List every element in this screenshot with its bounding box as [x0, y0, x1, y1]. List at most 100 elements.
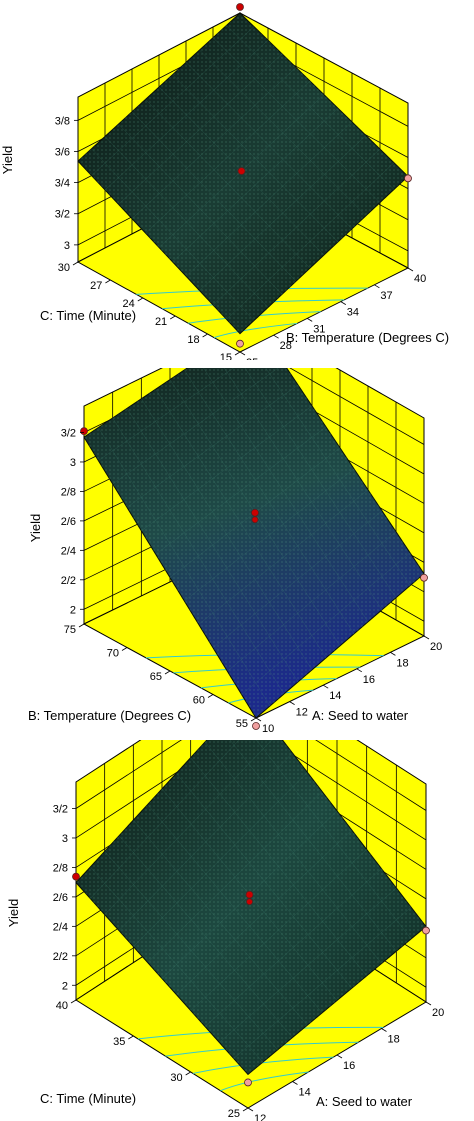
response-surface — [83, 368, 425, 719]
y-tick-label: 12 — [296, 707, 308, 719]
y-tick-mark — [336, 1054, 343, 1059]
y-tick-label: 20 — [430, 641, 442, 653]
x-tick-label: 55 — [236, 718, 248, 730]
x-tick-mark — [185, 1071, 191, 1076]
y-tick-label: 16 — [363, 674, 375, 686]
mesh-line — [265, 368, 411, 586]
mesh-line — [256, 740, 412, 939]
z-tick-label: 2/8 — [53, 862, 68, 874]
z-tick-label: 3/2 — [55, 209, 70, 221]
y-tick-label: 16 — [343, 1060, 355, 1072]
y-tick-label: 34 — [347, 307, 359, 319]
mesh-line — [226, 162, 395, 320]
z-tick-label: 3/2 — [61, 428, 76, 440]
y-axis-label: A: Seed to water — [312, 708, 409, 723]
z-tick-label: 3/2 — [53, 804, 68, 816]
design-point — [236, 3, 244, 11]
x-tick-mark — [169, 315, 176, 320]
z-tick-label: 3/8 — [55, 115, 70, 127]
y-tick-mark — [407, 267, 414, 272]
mesh-line — [219, 887, 397, 1043]
x-tick-label: 35 — [113, 1036, 125, 1048]
x-tick-label: 65 — [150, 671, 162, 683]
y-tick-mark — [292, 1081, 298, 1085]
z-tick-label: 2 — [62, 980, 68, 992]
x-tick-mark — [137, 297, 144, 302]
axis-ticks: 2 2/2 2/4 2/6 2/8 3 3/2 40 35 30 25 12 14 16 18 20 — [53, 804, 445, 1121]
z-tick-label: 2/4 — [53, 921, 68, 933]
x-tick-mark — [121, 647, 128, 651]
y-tick-mark — [390, 652, 396, 656]
design-point — [72, 872, 80, 881]
x-tick-label: 18 — [187, 334, 199, 346]
design-points — [72, 872, 430, 1087]
z-tick-label: 3 — [70, 457, 76, 469]
y-tick-mark — [306, 318, 313, 322]
z-tick-label: 2/6 — [53, 892, 68, 904]
x-tick-label: 60 — [193, 695, 205, 707]
axis-ticks: 2 2/2 2/4 2/6 2/8 3 3/2 75 70 65 60 55 10 12 14 16 18 20 — [61, 428, 443, 735]
x-tick-mark — [242, 1107, 249, 1112]
x-tick-label: 25 — [228, 1108, 240, 1120]
design-point — [422, 926, 430, 935]
y-tick-label: 25 — [246, 357, 258, 360]
z-tick-label: 2/4 — [61, 545, 76, 557]
x-tick-label: 75 — [64, 624, 76, 636]
x-tick-mark — [250, 717, 257, 722]
x-tick-label: 40 — [56, 1000, 68, 1012]
x-tick-mark — [72, 261, 79, 266]
mesh-line — [233, 907, 412, 1059]
x-axis-label: B: Temperature (Degrees C) — [28, 708, 191, 723]
contour-line — [220, 1071, 309, 1092]
mesh-line — [226, 25, 395, 190]
z-axis-label: Yield — [28, 514, 43, 542]
x-tick-label: 30 — [58, 262, 70, 274]
y-tick-mark — [425, 1001, 432, 1006]
design-point — [236, 339, 244, 348]
z-axis-label: Yield — [6, 899, 21, 927]
design-point — [404, 174, 412, 183]
design-points — [80, 427, 428, 730]
y-tick-mark — [322, 684, 329, 689]
mesh-line — [241, 552, 411, 695]
x-tick-mark — [70, 999, 77, 1004]
z-tick-label: 3 — [64, 240, 70, 252]
design-point — [252, 722, 260, 730]
y-tick-label: 40 — [414, 273, 426, 285]
y-axis-label: A: Seed to water — [316, 1094, 413, 1109]
y-tick-mark — [374, 284, 380, 289]
y-tick-mark — [356, 668, 363, 673]
surface-plot-1-svg: 3 3/2 3/4 3/6 3/8 30 27 24 21 18 15 25 28 31 34 37 40 Yi… — [0, 3, 449, 360]
x-axis-label: C: Time (Minute) — [40, 308, 136, 323]
y-tick-label: 14 — [299, 1087, 311, 1099]
design-point — [244, 1078, 252, 1087]
design-point — [237, 167, 246, 175]
z-tick-label: 3 — [62, 833, 68, 845]
x-tick-mark — [128, 1035, 134, 1040]
design-point — [80, 427, 88, 436]
design-point — [251, 516, 259, 524]
y-tick-mark — [255, 717, 262, 722]
z-tick-label: 3/4 — [55, 178, 70, 190]
z-tick-label: 3/6 — [55, 146, 70, 158]
y-tick-mark — [239, 351, 246, 356]
y-tick-mark — [273, 334, 279, 339]
grid-line — [75, 740, 427, 841]
y-axis-label: B: Temperature (Degrees C) — [286, 330, 449, 345]
surface-plot-2: 2 2/2 2/4 2/6 2/8 3 3/2 75 70 65 60 55 10 12 14 16 18 20 … — [0, 368, 474, 740]
mesh-line — [227, 531, 397, 672]
y-tick-label: 10 — [262, 723, 274, 735]
x-tick-mark — [202, 333, 208, 338]
y-tick-mark — [381, 1028, 387, 1032]
y-tick-label: 18 — [396, 657, 408, 669]
y-tick-mark — [289, 701, 295, 705]
y-tick-label: 28 — [280, 340, 292, 352]
design-point — [245, 890, 254, 899]
z-tick-label: 2/2 — [61, 575, 76, 587]
z-tick-label: 2/2 — [53, 951, 68, 963]
y-tick-label: 37 — [380, 290, 392, 302]
x-tick-label: 27 — [90, 280, 102, 292]
x-tick-mark — [164, 670, 171, 675]
z-tick-label: 2/8 — [61, 486, 76, 498]
